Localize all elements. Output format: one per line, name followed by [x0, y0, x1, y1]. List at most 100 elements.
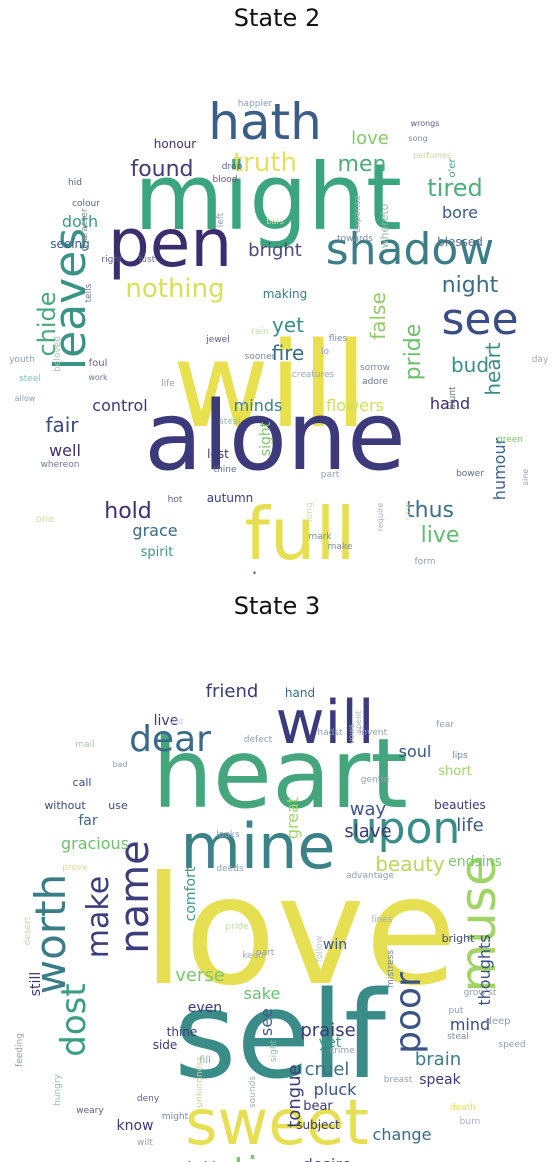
word-prove: prove — [62, 863, 88, 873]
word-sweet: sweet — [185, 1086, 369, 1159]
word-tells: tells — [84, 283, 94, 302]
word-gentle: gentle — [361, 775, 390, 785]
word-short: short — [438, 764, 471, 779]
word-thine: thine — [167, 1025, 198, 1039]
word-mark: mark — [308, 532, 332, 542]
word-thine: thine — [214, 465, 237, 475]
word-pride: pride — [225, 922, 249, 932]
word-vows: vows — [347, 724, 356, 744]
word-character: character — [80, 208, 90, 251]
word-yet: yet — [272, 313, 304, 337]
word-change: change — [373, 1125, 432, 1144]
word-mine: mine — [180, 810, 335, 883]
word-humour: humour — [490, 437, 509, 500]
word-spirit: spirit — [141, 545, 174, 560]
word-beloved: beloved — [53, 336, 63, 372]
word-part: part — [256, 948, 275, 958]
word-fire: fire — [272, 341, 305, 365]
word-death: death — [450, 1103, 476, 1113]
word-advantage: advantage — [346, 871, 395, 881]
word-name: name — [112, 840, 158, 953]
word-wilt: wilt — [137, 1138, 153, 1148]
word-happier: happier — [238, 99, 273, 109]
word-bad: bad — [112, 760, 127, 769]
word-flies: flies — [329, 334, 348, 344]
word-verse: verse — [175, 965, 225, 986]
word-friend: friend — [206, 681, 259, 702]
state-2-panel: State 2 will alone might pen full hath shadow l… — [0, 0, 554, 580]
word-know: know — [117, 1118, 154, 1134]
word-sooner: sooner — [245, 352, 276, 362]
word-rain: rain — [251, 327, 268, 337]
word-case: case — [403, 502, 412, 520]
word-subject: subject — [296, 1118, 340, 1132]
word-deeds: deeds — [216, 864, 244, 874]
word-bud: bud — [451, 353, 489, 377]
word-make: make — [81, 876, 116, 958]
word-blunt: blunt — [448, 386, 458, 410]
word-beauties: beauties — [434, 798, 486, 812]
word-false: false — [366, 292, 390, 340]
word-put: put — [449, 1006, 464, 1016]
word-deep: deep — [486, 1016, 511, 1027]
word-thoughts: thoughts — [475, 934, 494, 1005]
word-tongue: tongue — [252, 567, 322, 574]
word-thus: thus — [406, 498, 454, 523]
word-comfort: comfort — [183, 866, 199, 921]
word-part: part — [321, 470, 340, 480]
word-shadow: shadow — [326, 224, 495, 275]
word-gracious: gracious — [61, 834, 129, 853]
word-see: see — [257, 1008, 276, 1036]
word-brain: brain — [415, 1049, 461, 1070]
word-lust: lust — [139, 255, 156, 265]
word-blood: blood — [213, 175, 238, 185]
word-long: long — [305, 502, 315, 521]
word-grace: grace — [132, 521, 177, 540]
word-might: might — [134, 144, 402, 251]
word-full: full — [245, 492, 356, 574]
word-bars: bars — [266, 217, 283, 226]
word-blessed: blessed — [437, 235, 483, 249]
word-muse: muse — [449, 855, 507, 992]
word-lost: lost — [207, 447, 229, 461]
word-sorrow: sorrow — [360, 363, 390, 373]
word-heart: heart — [481, 342, 505, 395]
word-keen: keen — [242, 951, 264, 961]
word-love: love — [351, 128, 389, 149]
word-hand: hand — [285, 686, 315, 700]
word-honour: honour — [154, 137, 197, 151]
word-sounds: sounds — [248, 1076, 258, 1108]
word-chide: chide — [33, 291, 61, 356]
word-looks: looks — [216, 830, 240, 840]
word-pen: pen — [108, 205, 232, 282]
state-2-word-cloud: will alone might pen full hath shadow leaves see… — [0, 34, 554, 574]
word-hand: hand — [430, 394, 470, 413]
word-live: live — [154, 713, 179, 729]
word-whereon: whereon — [41, 460, 80, 470]
word-life: life — [456, 815, 483, 836]
word-whereto: whereto — [378, 203, 391, 248]
word-soul: soul — [399, 742, 432, 761]
word-night: night — [442, 273, 499, 298]
word-control: control — [92, 396, 147, 415]
word-drop: drop — [222, 162, 243, 172]
word-bright: bright — [248, 240, 302, 261]
word-yet: yet — [319, 1035, 342, 1051]
word-hid: hid — [68, 178, 82, 188]
word-lips: lips — [452, 751, 468, 761]
word-hadst: hadst — [317, 728, 343, 738]
word-sake: sake — [244, 984, 281, 1003]
word-bower: bower — [456, 469, 484, 479]
word-creatures: creatures — [292, 370, 335, 380]
word-steal: steal — [447, 1032, 469, 1042]
word-cruel: cruel — [305, 1059, 350, 1080]
word-fill: fill — [199, 1055, 211, 1066]
word-song: song — [408, 134, 427, 143]
word-endsins: endsins — [448, 854, 502, 870]
word-defect: defect — [244, 735, 273, 745]
word-seeing: seeing — [50, 237, 90, 251]
word-men: men — [338, 152, 387, 177]
word-form: form — [415, 557, 436, 567]
word-upon: upon — [350, 803, 461, 854]
word-towards: towards — [337, 234, 373, 244]
